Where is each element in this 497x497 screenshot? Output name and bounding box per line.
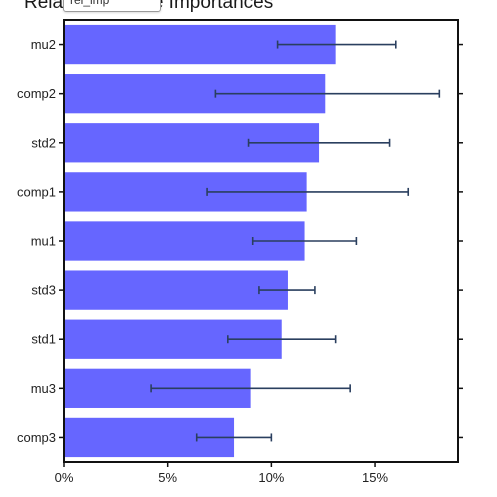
- feature-selector-dropdown[interactable]: rel_imp: [63, 0, 161, 12]
- error-bar-std1: [227, 335, 337, 344]
- y-tick-label-mu1: mu1: [31, 234, 56, 249]
- error-bar-std2: [247, 138, 391, 147]
- y-tick-label-mu2: mu2: [31, 37, 56, 52]
- error-bar-comp1: [206, 187, 410, 196]
- bar-std3: [65, 270, 288, 310]
- error-bar-comp2: [214, 89, 441, 98]
- x-tick-label-0: 0%: [55, 470, 74, 485]
- y-tick-label-comp2: comp2: [17, 86, 56, 101]
- error-bar-mu2: [276, 40, 397, 49]
- y-axis: mu2 comp2 std2 comp1 mu1 std3 std1 mu3 comp3: [17, 37, 463, 445]
- x-tick-label-5: 5%: [158, 470, 177, 485]
- y-tick-label-std3: std3: [31, 283, 56, 298]
- error-bar-mu3: [150, 384, 351, 393]
- error-bars-group: [150, 40, 441, 442]
- error-bar-std3: [258, 286, 316, 295]
- y-tick-label-comp3: comp3: [17, 430, 56, 445]
- error-bar-comp3: [195, 433, 273, 442]
- x-axis: 0% 5% 10% 15%: [55, 462, 388, 485]
- y-tick-label-std1: std1: [31, 332, 56, 347]
- y-tick-label-std2: std2: [31, 135, 56, 150]
- x-tick-label-15: 15%: [362, 470, 388, 485]
- error-bar-mu1: [251, 237, 358, 245]
- x-tick-label-10: 10%: [258, 470, 284, 485]
- y-tick-label-comp1: comp1: [17, 184, 56, 199]
- y-tick-label-mu3: mu3: [31, 381, 56, 396]
